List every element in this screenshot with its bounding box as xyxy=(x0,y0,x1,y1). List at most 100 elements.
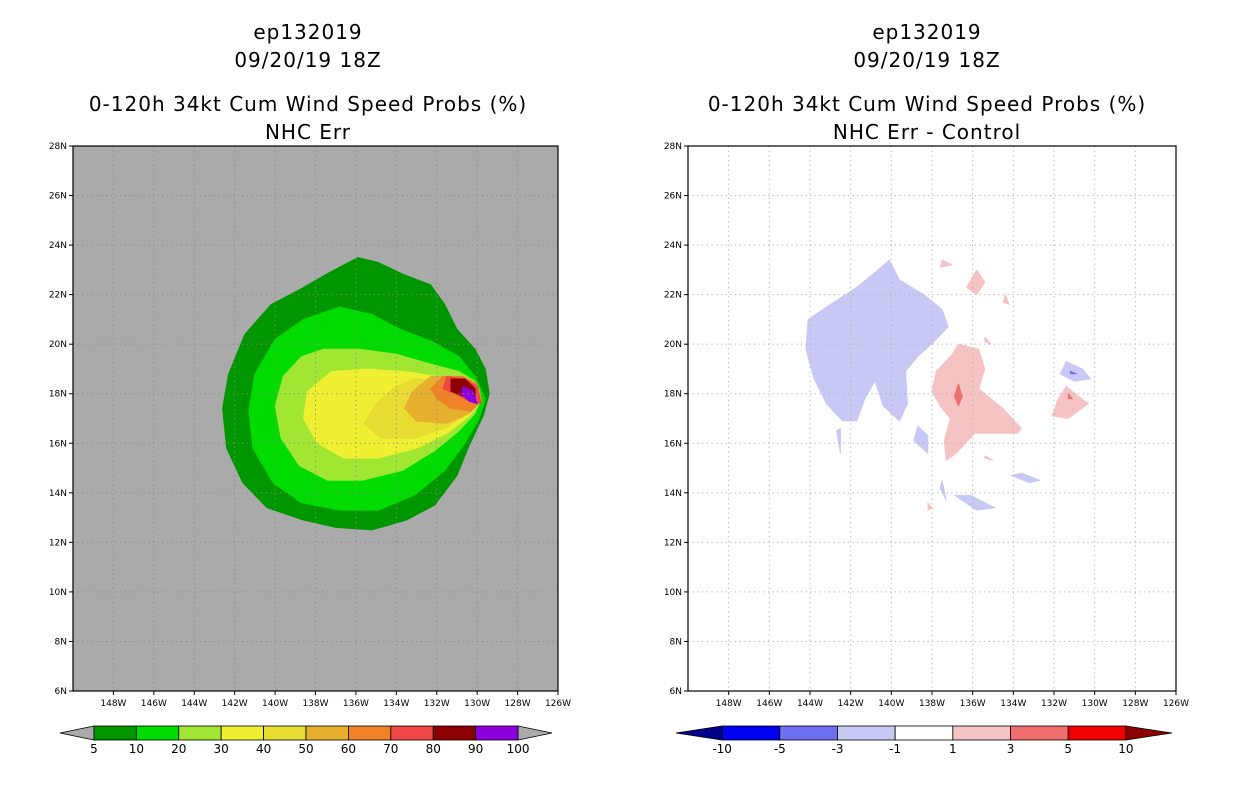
left-colorbar-label-6: 60 xyxy=(341,742,356,756)
left-chart: 148W 146W 144W 142W 140W 138W 136W 134W 132W 130W… xyxy=(49,142,571,756)
left-xtick-label-11: 126W xyxy=(545,699,571,709)
left-colorbar-box-1 xyxy=(93,725,137,741)
left-colorbar-box-4 xyxy=(220,725,264,741)
left-xtick-label-8: 132W xyxy=(424,699,450,709)
left-xtick-label-0: 148W xyxy=(100,699,126,709)
left-ytick-label-2: 10N xyxy=(49,588,67,598)
left-xtick-label-6: 136W xyxy=(343,699,369,709)
right-colorbar-box-6 xyxy=(1010,725,1069,741)
left-ytick-label-10: 26N xyxy=(49,192,67,202)
left-colorbar-box-5 xyxy=(263,725,307,741)
right-colorbar-box-7 xyxy=(1067,725,1127,741)
right-colorbar-box-3 xyxy=(837,725,896,741)
left-xtick-label-9: 130W xyxy=(464,699,490,709)
right-xtick-label-5: 138W xyxy=(919,699,945,709)
left-colorbar-box-8 xyxy=(390,725,434,741)
right-ytick-label-11: 28N xyxy=(664,142,682,152)
right-storm-id: ep132019 xyxy=(872,20,982,44)
left-contour-90-9 xyxy=(460,385,478,405)
right-colorbar-box-2 xyxy=(779,725,838,741)
left-xtick-label-5: 138W xyxy=(302,699,328,709)
right-contour-5-16 xyxy=(954,383,963,407)
left-colorbar-label-2: 20 xyxy=(171,742,186,756)
right-colorbar-label-3: -1 xyxy=(889,742,901,756)
left-colorbar-label-4: 40 xyxy=(256,742,271,756)
right-colorbar-label-0: -10 xyxy=(712,742,732,756)
left-colorbar-label-0: 5 xyxy=(90,742,98,756)
right-contour-neg3-6 xyxy=(1059,361,1091,382)
left-ytick-label-4: 14N xyxy=(49,489,67,499)
left-xtick-label-10: 128W xyxy=(505,699,531,709)
right-colorbar-label-7: 10 xyxy=(1118,742,1133,756)
right-ytick-label-8: 22N xyxy=(664,291,682,301)
left-xtick-label-3: 142W xyxy=(222,699,248,709)
left-colorbar-over-triangle xyxy=(517,725,553,741)
left-colorbar-box-3 xyxy=(178,725,222,741)
left-ytick-label-8: 22N xyxy=(49,291,67,301)
left-ytick-label-1: 8N xyxy=(55,637,67,647)
left-colorbar-box-9 xyxy=(432,725,477,741)
right-ytick-label-3: 12N xyxy=(664,538,682,548)
left-colorbar-label-7: 70 xyxy=(383,742,398,756)
right-contour-5-17 xyxy=(1067,393,1073,400)
right-colorbar-box-5 xyxy=(952,725,1011,741)
right-xtick-label-3: 142W xyxy=(838,699,864,709)
right-ytick-label-5: 16N xyxy=(664,439,682,449)
right-contour-3-9 xyxy=(966,269,986,296)
left-colorbar-box-10 xyxy=(475,725,519,741)
right-ytick-label-6: 18N xyxy=(664,390,682,400)
left-ytick-label-9: 24N xyxy=(49,241,67,251)
right-ytick-label-10: 26N xyxy=(664,192,682,202)
left-datetime: 09/20/19 18Z xyxy=(234,48,382,72)
right-xtick-label-8: 132W xyxy=(1041,699,1067,709)
left-xtick-label-7: 134W xyxy=(383,699,409,709)
right-colorbar-label-5: 3 xyxy=(1007,742,1015,756)
left-colorbar-box-2 xyxy=(135,725,180,741)
left-xtick-label-2: 144W xyxy=(181,699,207,709)
right-ytick-label-4: 14N xyxy=(664,489,682,499)
right-ytick-label-7: 20N xyxy=(664,340,682,350)
right-xtick-label-2: 144W xyxy=(797,699,823,709)
left-colorbar-label-1: 10 xyxy=(129,742,144,756)
right-contour-3-15 xyxy=(927,502,933,511)
right-colorbar-over-triangle xyxy=(1125,725,1173,741)
left-colorbar-box-7 xyxy=(348,725,392,741)
right-colorbar-box-1 xyxy=(721,725,781,741)
right-colorbar-label-6: 5 xyxy=(1064,742,1072,756)
left-colorbar-label-5: 50 xyxy=(298,742,313,756)
left-ytick-label-7: 20N xyxy=(49,340,67,350)
right-xtick-label-7: 134W xyxy=(1000,699,1026,709)
right-ytick-label-1: 8N xyxy=(670,637,682,647)
right-chart: 148W 146W 144W 142W 140W 138W 136W 134W 132W 130W… xyxy=(664,142,1189,756)
left-ytick-label-6: 18N xyxy=(49,390,67,400)
right-contour-neg3-1 xyxy=(836,427,841,454)
right-colorbar-under-triangle xyxy=(675,725,723,741)
left-colorbar-label-9: 90 xyxy=(468,742,483,756)
left-ytick-label-3: 12N xyxy=(49,538,67,548)
right-xtick-label-4: 140W xyxy=(878,699,904,709)
left-ytick-label-0: 6N xyxy=(55,687,67,697)
right-contour-neg3-3 xyxy=(939,479,947,501)
right-ytick-label-0: 6N xyxy=(670,687,682,697)
right-contour-3-13 xyxy=(984,455,994,462)
right-contour-3-12 xyxy=(1051,385,1089,419)
right-colorbar-label-4: 1 xyxy=(949,742,957,756)
right-xtick-label-1: 146W xyxy=(756,699,782,709)
left-xtick-label-4: 140W xyxy=(262,699,288,709)
right-chart-title: 0-120h 34kt Cum Wind Speed Probs (%) xyxy=(707,92,1147,116)
right-xtick-label-9: 130W xyxy=(1082,699,1108,709)
left-colorbar-label-10: 100 xyxy=(507,742,530,756)
right-contour-neg3-0 xyxy=(805,259,949,422)
left-chart-title: 0-120h 34kt Cum Wind Speed Probs (%) xyxy=(88,92,528,116)
right-colorbar-label-1: -5 xyxy=(774,742,786,756)
right-xtick-label-0: 148W xyxy=(716,699,742,709)
left-ytick-label-5: 16N xyxy=(49,439,67,449)
right-xtick-label-10: 128W xyxy=(1122,699,1148,709)
left-chart-subtitle: NHC Err xyxy=(264,120,352,144)
right-plot-background xyxy=(688,146,1176,691)
right-contour-neg3-5 xyxy=(1010,472,1041,484)
right-ytick-label-2: 10N xyxy=(664,588,682,598)
right-chart-subtitle: NHC Err - Control xyxy=(832,120,1022,144)
right-colorbar-label-2: -3 xyxy=(832,742,844,756)
